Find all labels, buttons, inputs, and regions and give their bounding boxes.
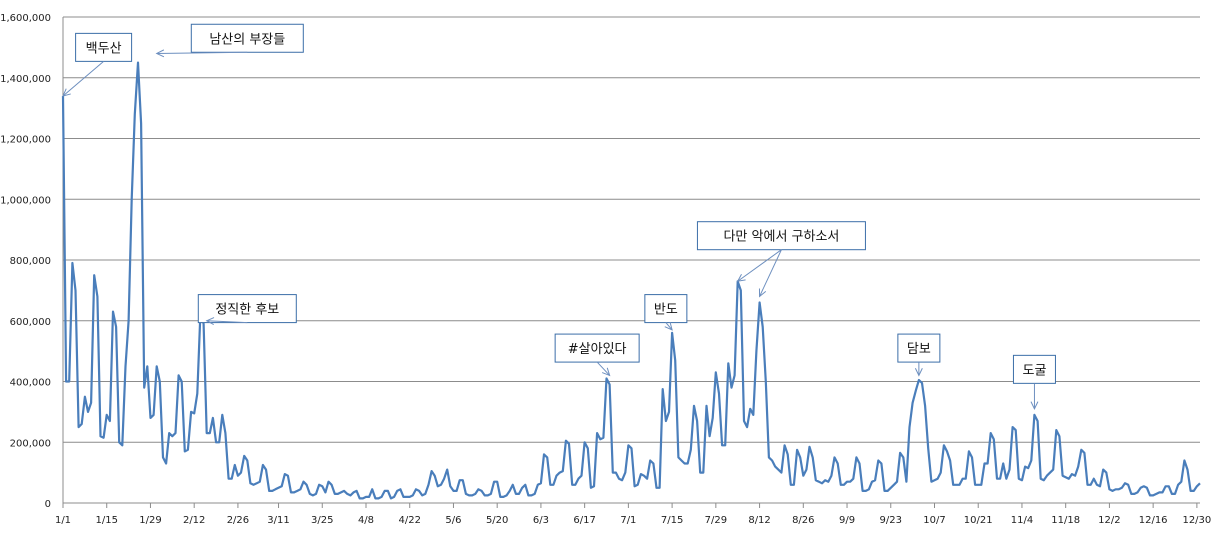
- y-tick-label: 600,000: [10, 317, 51, 328]
- x-tick-label: 2/26: [227, 515, 249, 526]
- annotation-box: [197, 294, 297, 324]
- y-axis-ticks: 0 200,000 400,000 600,000 800,000 1,000,000 1,…: [0, 13, 51, 510]
- annotation-label: #살아있다: [568, 342, 627, 357]
- x-tick-label: 12/16: [1139, 515, 1168, 526]
- x-tick-label: 3/25: [311, 515, 333, 526]
- annotation-arrow: [206, 320, 248, 324]
- x-axis-ticks: 1/1 1/15 1/29 2/12 2/26 3/11 3/25 4/8 4/22 5/6 5/2…: [55, 503, 1211, 526]
- y-tick-label: 800,000: [10, 256, 51, 267]
- x-tick-label: 5/20: [486, 515, 508, 526]
- x-tick-label: 3/11: [267, 515, 289, 526]
- y-tick-label: 400,000: [10, 378, 51, 389]
- annotation-arrowhead: [914, 368, 923, 377]
- annotation-label: 반도: [654, 303, 678, 318]
- x-tick-label: 4/8: [358, 515, 374, 526]
- x-tick-label: 1/1: [55, 515, 71, 526]
- series: [61, 61, 1201, 500]
- y-tick-label: 1,400,000: [0, 74, 51, 85]
- y-tick-label: 200,000: [10, 438, 51, 449]
- x-tick-label: 7/15: [661, 515, 683, 526]
- x-tick-label: 4/22: [398, 515, 420, 526]
- x-tick-label: 9/23: [880, 515, 902, 526]
- annotation-arrowhead: [155, 49, 165, 58]
- annotation-arrowhead: [736, 273, 746, 282]
- annotation-arrow: [596, 361, 610, 376]
- series-line: [61, 61, 1201, 500]
- x-tick-label: 11/4: [1011, 515, 1033, 526]
- x-tick-label: 7/1: [620, 515, 636, 526]
- annotation-arrowhead: [1030, 401, 1039, 410]
- x-tick-label: 8/26: [792, 515, 814, 526]
- annotation-arrow: [156, 51, 248, 54]
- annotation-arrowhead: [601, 367, 611, 377]
- annotation-label: 담보: [907, 342, 931, 357]
- x-tick-label: 12/30: [1182, 515, 1211, 526]
- annotation-box: [696, 221, 866, 251]
- y-tick-label: 1,600,000: [0, 13, 51, 24]
- annotation-arrow: [62, 60, 104, 97]
- x-tick-label: 6/3: [533, 515, 549, 526]
- x-tick-label: 12/2: [1098, 515, 1120, 526]
- y-tick-label: 1,200,000: [0, 135, 51, 146]
- x-tick-label: 10/7: [923, 515, 945, 526]
- annotation-arrowhead: [758, 288, 767, 298]
- annotation-box: [644, 294, 688, 324]
- annotation-arrowhead: [664, 322, 673, 331]
- x-tick-label: 11/18: [1051, 515, 1080, 526]
- annotation-label: 도굴: [1022, 363, 1046, 378]
- annotation-label: 남산의 부장들: [209, 32, 285, 47]
- y-tick-label: 0: [45, 499, 51, 510]
- x-tick-label: 1/15: [95, 515, 117, 526]
- x-tick-label: 7/29: [705, 515, 727, 526]
- annotation-box: [554, 333, 640, 363]
- x-tick-label: 2/12: [183, 515, 205, 526]
- annotation-arrow: [759, 249, 782, 297]
- annotation-arrow: [737, 249, 782, 282]
- annotation-label: 다만 악에서 구하소서: [723, 230, 839, 245]
- x-tick-label: 8/12: [748, 515, 770, 526]
- annotation-label: 정직한 후보: [215, 303, 279, 318]
- x-tick-label: 1/29: [139, 515, 161, 526]
- x-tick-label: 6/17: [573, 515, 595, 526]
- annotation-label: 백두산: [86, 41, 122, 56]
- x-tick-label: 10/21: [964, 515, 993, 526]
- x-tick-label: 5/6: [445, 515, 461, 526]
- grid: [62, 16, 1200, 504]
- annotation-box: [75, 32, 133, 62]
- y-tick-label: 1,000,000: [0, 195, 51, 206]
- annotation-arrowhead: [205, 317, 215, 325]
- annotation-box: [190, 23, 304, 53]
- x-tick-label: 9/9: [839, 515, 855, 526]
- annotation-arrowhead: [62, 88, 71, 97]
- annotation-arrow: [665, 322, 673, 331]
